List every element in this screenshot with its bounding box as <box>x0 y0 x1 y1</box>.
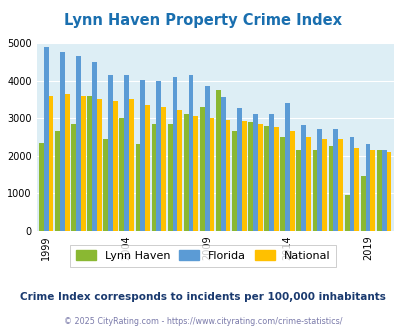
Bar <box>296 150 301 231</box>
Bar <box>220 97 225 231</box>
Bar <box>215 90 220 231</box>
Bar <box>145 105 149 231</box>
Bar <box>257 124 262 231</box>
Bar <box>269 115 273 231</box>
Bar <box>225 120 230 231</box>
Bar <box>317 129 322 231</box>
Bar <box>301 125 305 231</box>
Bar <box>349 137 354 231</box>
Bar <box>322 139 326 231</box>
Bar <box>87 96 92 231</box>
Bar <box>376 150 381 231</box>
Bar <box>140 80 145 231</box>
Bar <box>333 129 337 231</box>
Bar <box>381 150 386 231</box>
Bar <box>156 81 161 231</box>
Bar <box>172 77 177 231</box>
Bar <box>103 139 108 231</box>
Bar <box>161 107 166 231</box>
Bar <box>241 121 246 231</box>
Text: © 2025 CityRating.com - https://www.cityrating.com/crime-statistics/: © 2025 CityRating.com - https://www.city… <box>64 317 341 326</box>
Bar <box>273 127 278 231</box>
Bar <box>193 116 198 231</box>
Bar <box>183 115 188 231</box>
Bar <box>55 131 60 231</box>
Bar <box>247 122 252 231</box>
Bar <box>129 99 134 231</box>
Bar <box>312 150 317 231</box>
Bar <box>370 150 374 231</box>
Bar <box>97 99 102 231</box>
Bar <box>151 124 156 231</box>
Bar <box>289 131 294 231</box>
Bar <box>76 56 81 231</box>
Bar <box>237 108 241 231</box>
Bar <box>44 47 49 231</box>
Bar <box>108 75 113 231</box>
Bar <box>344 195 349 231</box>
Bar <box>135 145 140 231</box>
Bar <box>328 147 333 231</box>
Bar <box>64 94 69 231</box>
Bar <box>167 124 172 231</box>
Bar <box>119 118 124 231</box>
Bar <box>204 86 209 231</box>
Bar <box>337 139 342 231</box>
Bar <box>360 177 365 231</box>
Text: Lynn Haven Property Crime Index: Lynn Haven Property Crime Index <box>64 13 341 28</box>
Bar <box>280 137 284 231</box>
Bar <box>188 75 193 231</box>
Bar <box>92 62 97 231</box>
Bar <box>284 103 289 231</box>
Bar <box>49 96 53 231</box>
Bar <box>264 126 269 231</box>
Bar <box>177 110 182 231</box>
Bar <box>39 143 44 231</box>
Legend: Lynn Haven, Florida, National: Lynn Haven, Florida, National <box>70 245 335 267</box>
Bar <box>252 115 257 231</box>
Bar <box>305 137 310 231</box>
Bar <box>354 148 358 231</box>
Bar <box>81 96 85 231</box>
Bar <box>232 131 237 231</box>
Bar <box>124 75 129 231</box>
Bar <box>365 145 370 231</box>
Bar <box>209 118 214 231</box>
Bar <box>113 101 117 231</box>
Bar <box>71 124 76 231</box>
Text: Crime Index corresponds to incidents per 100,000 inhabitants: Crime Index corresponds to incidents per… <box>20 292 385 302</box>
Bar <box>60 52 64 231</box>
Bar <box>199 107 204 231</box>
Bar <box>386 152 390 231</box>
